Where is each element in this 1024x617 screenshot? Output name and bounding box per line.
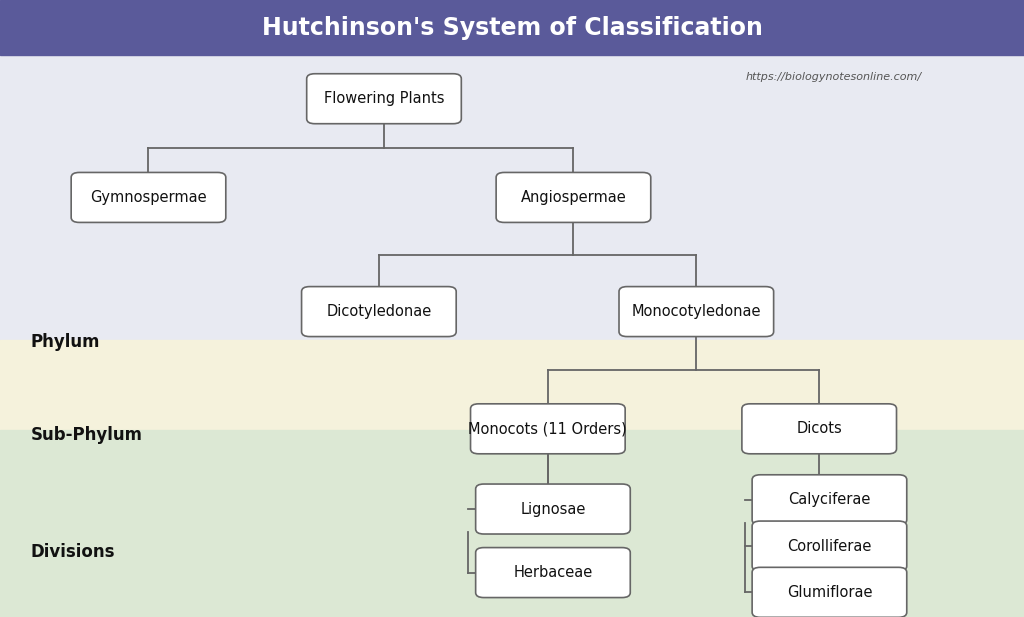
FancyBboxPatch shape [752, 475, 907, 524]
FancyBboxPatch shape [71, 173, 225, 223]
Text: Corolliferae: Corolliferae [787, 539, 871, 553]
Bar [0, 0, 1024, 55]
Text: Angiospermae: Angiospermae [520, 190, 627, 205]
Text: Flowering Plants: Flowering Plants [324, 91, 444, 106]
Text: Dicots: Dicots [797, 421, 842, 436]
Text: Phylum: Phylum [31, 333, 100, 352]
FancyBboxPatch shape [307, 74, 461, 123]
Text: Hutchinson's System of Classification: Hutchinson's System of Classification [261, 15, 763, 39]
Text: Gymnospermae: Gymnospermae [90, 190, 207, 205]
FancyBboxPatch shape [752, 521, 907, 571]
Text: Sub-Phylum: Sub-Phylum [31, 426, 142, 444]
FancyBboxPatch shape [752, 568, 907, 617]
Text: https://biologynotesonline.com/: https://biologynotesonline.com/ [745, 72, 922, 82]
Bar [0, 340, 1024, 430]
FancyBboxPatch shape [301, 286, 457, 337]
Text: Dicotyledonae: Dicotyledonae [327, 304, 431, 319]
Text: Lignosae: Lignosae [520, 502, 586, 516]
Text: Monocots (11 Orders): Monocots (11 Orders) [468, 421, 628, 436]
Bar [0, 430, 1024, 617]
Text: Herbaceae: Herbaceae [513, 565, 593, 580]
FancyBboxPatch shape [475, 548, 631, 597]
FancyBboxPatch shape [741, 404, 897, 454]
Text: Glumiflorae: Glumiflorae [786, 585, 872, 600]
FancyBboxPatch shape [618, 286, 774, 337]
FancyBboxPatch shape [471, 404, 625, 454]
Text: Monocotyledonae: Monocotyledonae [632, 304, 761, 319]
FancyBboxPatch shape [497, 173, 651, 223]
FancyBboxPatch shape [475, 484, 631, 534]
Text: Divisions: Divisions [31, 543, 116, 561]
Text: Calyciferae: Calyciferae [788, 492, 870, 507]
Bar [0, 55, 1024, 340]
